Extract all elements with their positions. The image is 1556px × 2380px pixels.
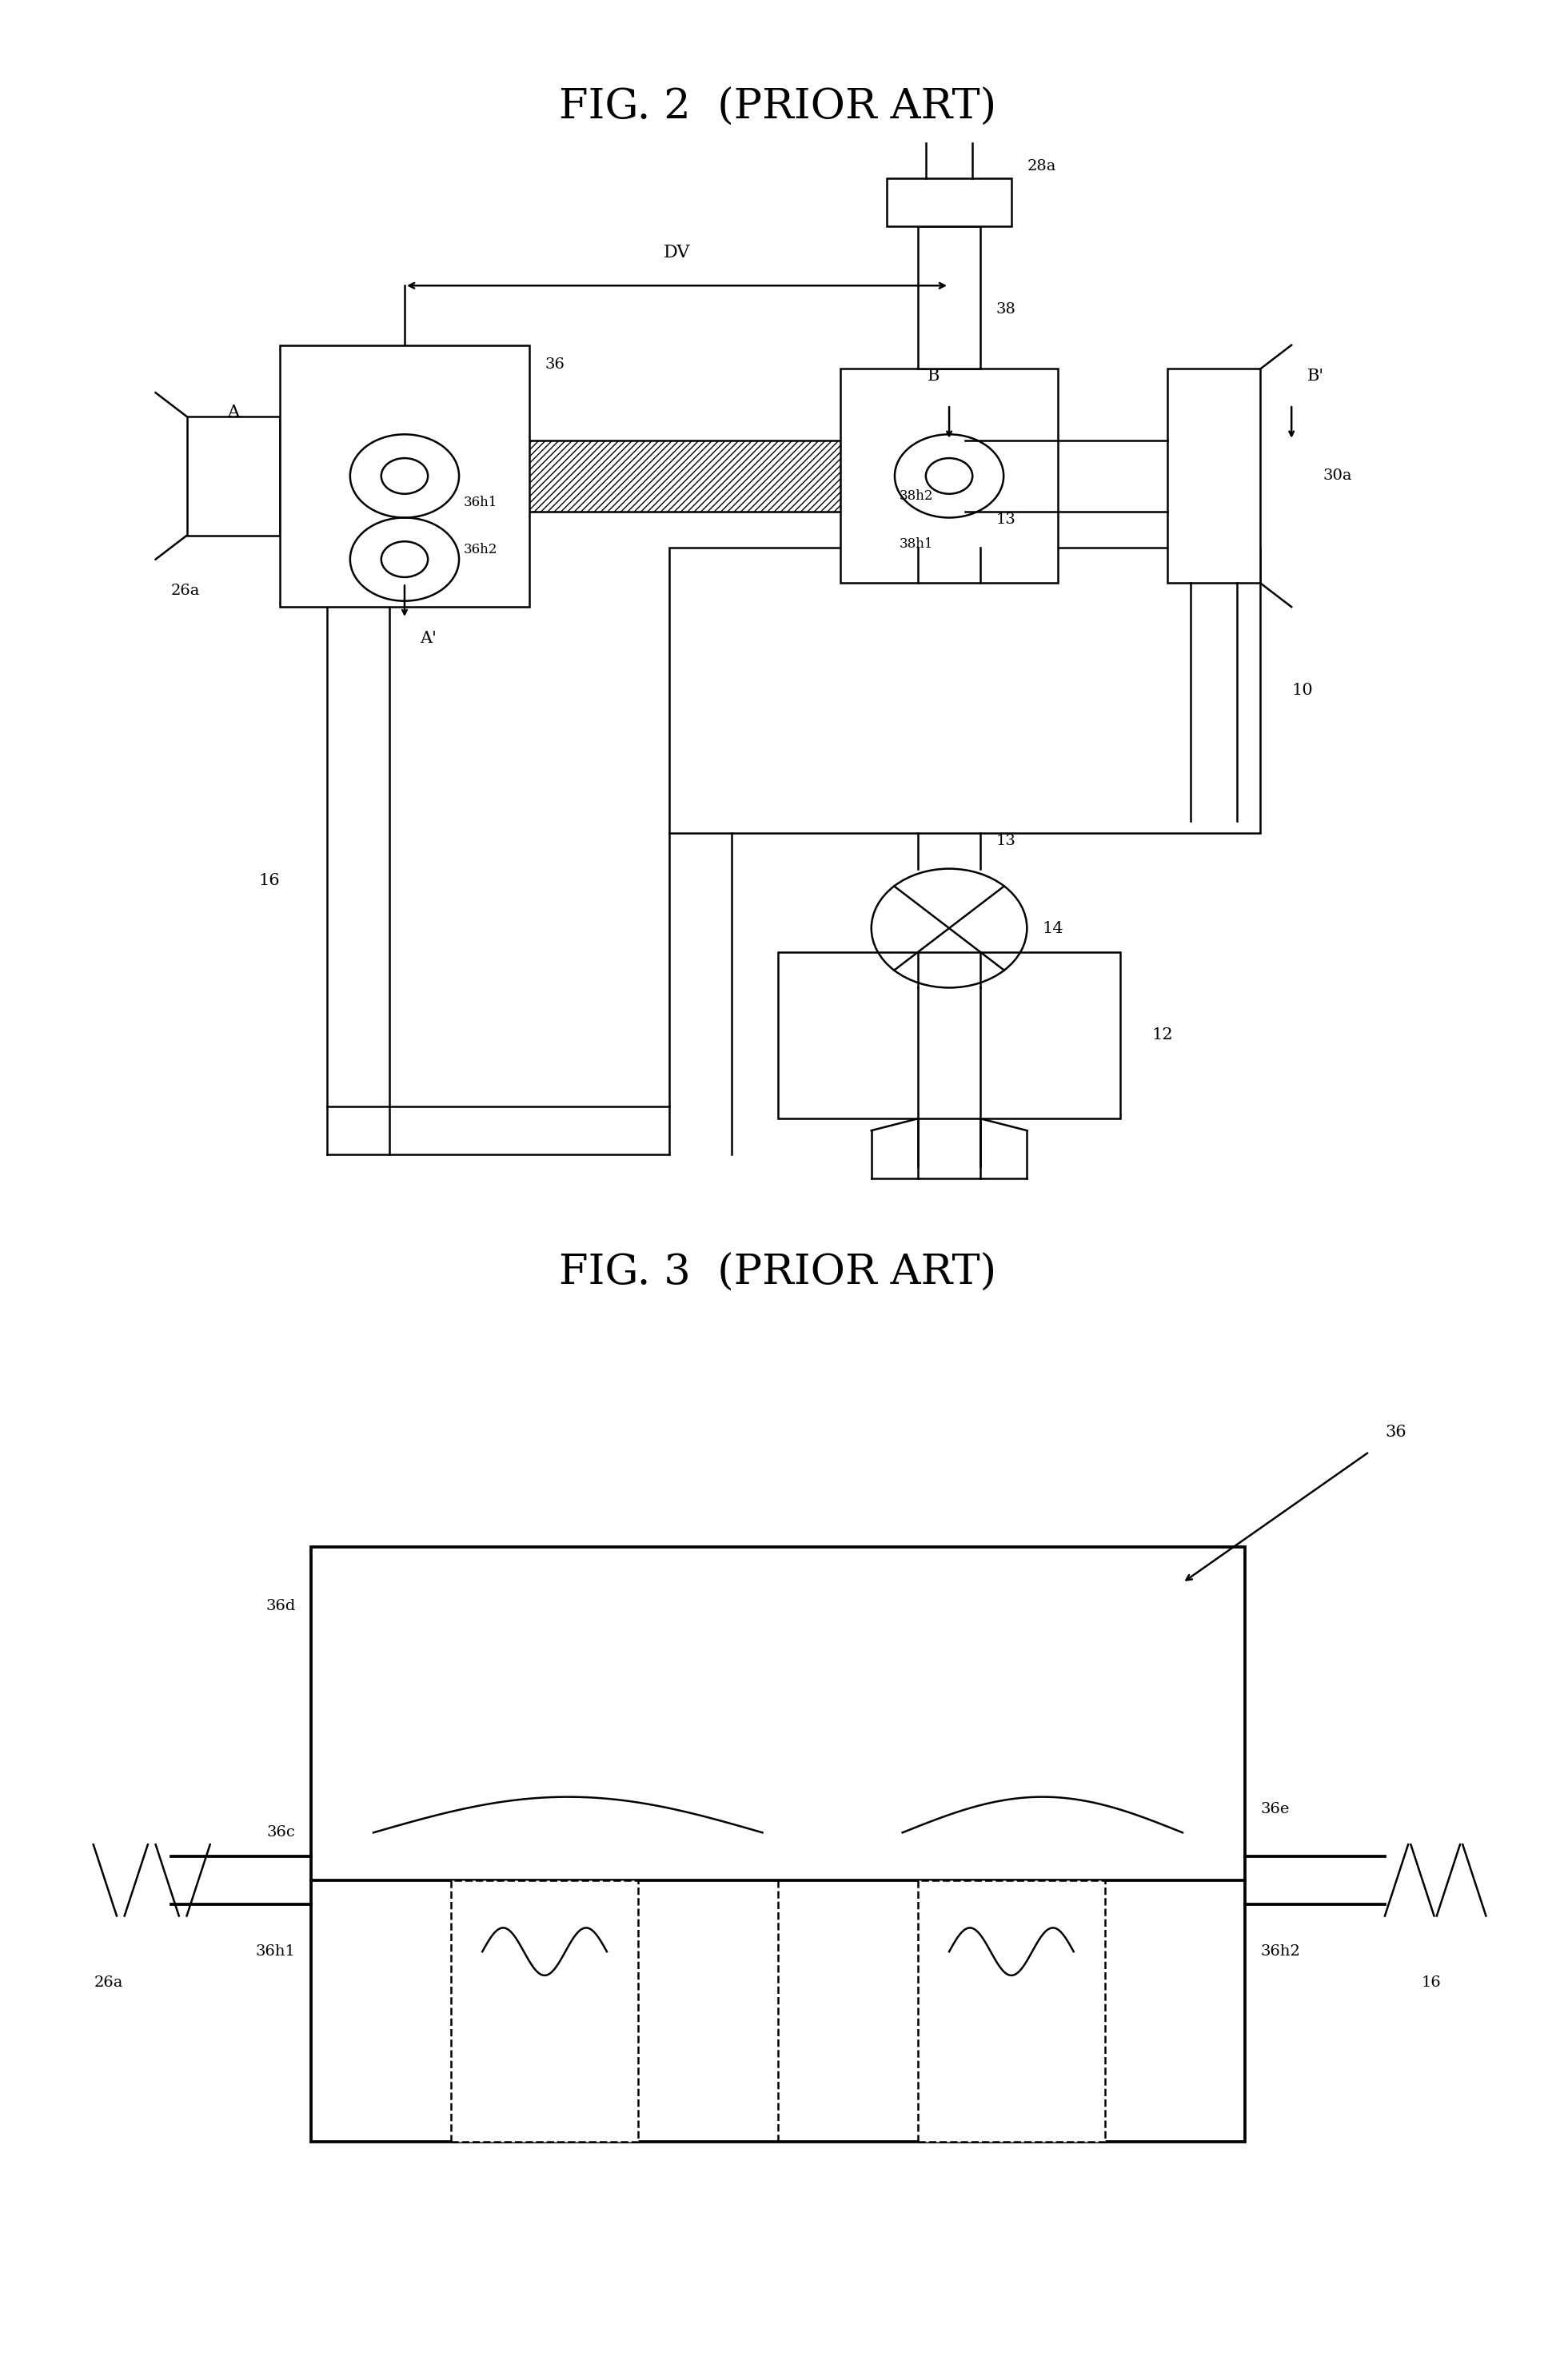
Text: 14: 14 [1043, 921, 1064, 935]
Text: 12: 12 [1151, 1028, 1173, 1042]
Bar [918, 226, 980, 369]
Text: 36h1: 36h1 [255, 1944, 296, 1959]
Text: 13: 13 [996, 833, 1016, 847]
Text: B: B [927, 369, 940, 383]
Text: 28a: 28a [1027, 159, 1057, 174]
Bar [887, 179, 1011, 226]
Bar [373, 440, 965, 512]
Text: 36d: 36d [266, 1599, 296, 1614]
Bar [1167, 369, 1260, 583]
Text: 36h2: 36h2 [1260, 1944, 1301, 1959]
Bar [451, 1880, 638, 2142]
Text: DV: DV [663, 245, 691, 262]
Text: 36: 36 [1385, 1426, 1407, 1440]
Text: 16: 16 [1422, 1975, 1441, 1990]
Bar [840, 369, 1058, 583]
Text: 36h1: 36h1 [464, 495, 498, 509]
Text: 38: 38 [996, 302, 1016, 317]
Text: FIG. 3  (PRIOR ART): FIG. 3 (PRIOR ART) [559, 1252, 997, 1295]
Text: 38h1: 38h1 [899, 538, 934, 550]
Bar [280, 345, 529, 607]
Bar [669, 547, 1260, 833]
Bar [918, 1880, 1105, 2142]
Text: A': A' [420, 631, 437, 645]
Bar [311, 1547, 1245, 2142]
Text: 16: 16 [258, 873, 280, 888]
Text: 36e: 36e [1260, 1802, 1290, 1816]
Text: 36h2: 36h2 [464, 543, 498, 557]
Text: 38h2: 38h2 [899, 490, 934, 502]
Text: A: A [227, 405, 240, 419]
Text: FIG. 2  (PRIOR ART): FIG. 2 (PRIOR ART) [559, 86, 997, 129]
Bar [187, 417, 280, 536]
Text: 36: 36 [545, 357, 565, 371]
Text: 26a: 26a [171, 583, 201, 597]
Text: 36c: 36c [268, 1825, 296, 1840]
Text: 13: 13 [996, 512, 1016, 526]
Text: 26a: 26a [95, 1975, 123, 1990]
Text: 10: 10 [1291, 683, 1313, 697]
Bar [778, 952, 1120, 1119]
Text: 30a: 30a [1323, 469, 1352, 483]
Text: B': B' [1307, 369, 1324, 383]
